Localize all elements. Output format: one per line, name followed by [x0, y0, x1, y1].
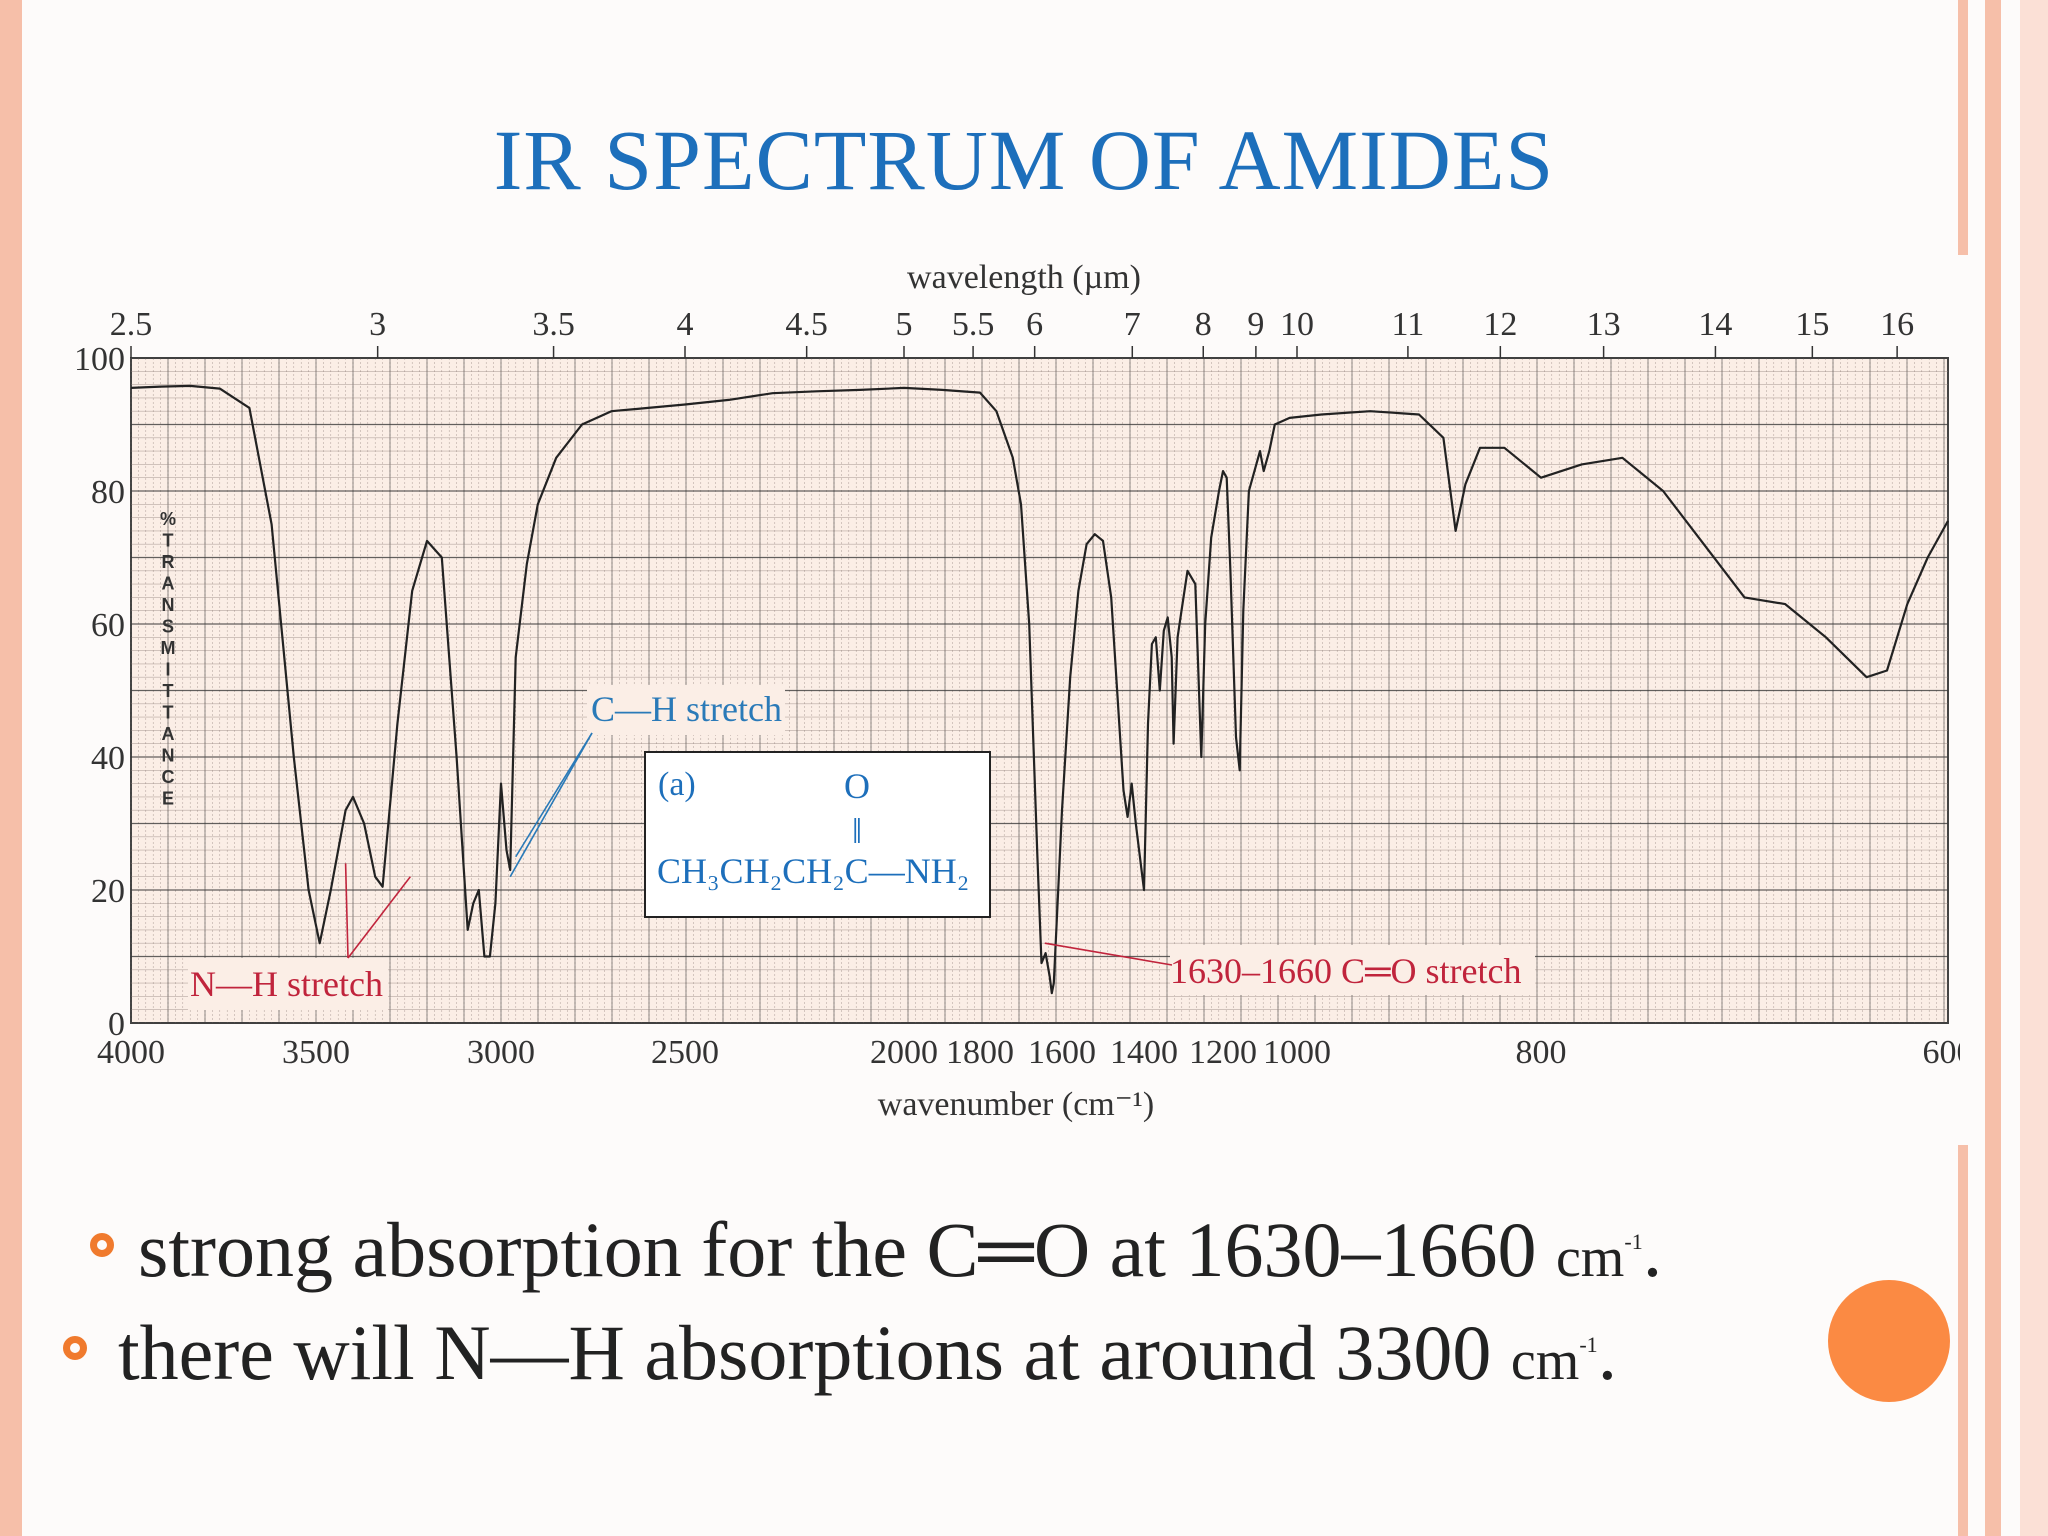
x-tick-label-bottom: 1200 [1189, 1034, 1257, 1071]
y-axis-label-letter: % [160, 509, 176, 529]
bullet-2-text: there will N—H absorptions at around 330… [118, 1309, 1511, 1396]
x-tick-label-bottom: 1000 [1263, 1034, 1331, 1071]
y-axis-label-letter: A [162, 574, 175, 594]
x-tick-label-bottom: 2500 [651, 1034, 719, 1071]
y-axis-label-letter: T [163, 681, 174, 701]
x-tick-label-bottom: 1400 [1110, 1034, 1178, 1071]
x-tick-label-top: 16 [1880, 306, 1914, 343]
formula-inset-box [644, 751, 991, 918]
co-label-bg [1170, 945, 1535, 995]
y-axis-label-letter: C [162, 767, 175, 787]
right-border-stripe-inner-bottom [1958, 1145, 1968, 1536]
bullet-2-end: . [1597, 1309, 1618, 1396]
ch-pointer-line-1 [509, 732, 593, 878]
bullet-2-sup: -1 [1579, 1332, 1598, 1357]
x-tick-label-top: 10 [1280, 306, 1314, 343]
x-tick-label-bottom: 3000 [467, 1034, 535, 1071]
x-tick-label-top: 12 [1483, 306, 1517, 343]
orange-circle-decoration [1828, 1280, 1950, 1402]
y-tick-label: 60 [91, 607, 125, 644]
co-stretch-label: 1630–1660 C═O stretch [1170, 951, 1521, 991]
x-tick-label-bottom: 4000 [97, 1034, 165, 1071]
x-axis-label-top: wavelength (µm) [907, 259, 1141, 296]
bullet-2-unit: cm [1510, 1330, 1580, 1392]
nh-label-bg [188, 958, 388, 1010]
formula-oxygen: O [844, 766, 870, 806]
bullet-1-marker-icon [90, 1233, 114, 1257]
bullet-1-end: . [1642, 1206, 1663, 1293]
slide-title: IR SPECTRUM OF AMIDES [493, 112, 1555, 208]
y-axis-label-letter: N [162, 595, 175, 615]
y-axis-label-letter: T [163, 703, 174, 723]
y-tick-label: 0 [108, 1006, 125, 1043]
nh-pointer-line-2 [347, 876, 411, 959]
right-border-stripe-outer [2020, 0, 2048, 1536]
x-tick-label-bottom: 1800 [946, 1034, 1014, 1071]
x-tick-label-bottom: 3500 [282, 1034, 350, 1071]
nh-pointer-line-1 [344, 863, 349, 959]
x-tick-label-top: 3 [369, 306, 386, 343]
bullet-1-sup: -1 [1624, 1229, 1643, 1254]
y-axis-label-letter: T [163, 531, 174, 551]
bullet-2: there will N—H absorptions at around 330… [63, 1308, 1618, 1398]
y-axis-label-letter: A [162, 724, 175, 744]
x-tick-label-top: 4.5 [785, 306, 828, 343]
formula-inset-label: (a) [658, 766, 696, 803]
y-tick-label: 40 [91, 740, 125, 777]
ch-pointer-line-2 [515, 732, 593, 858]
x-tick-label-bottom: 800 [1516, 1034, 1567, 1071]
x-axis-label-bottom: wavenumber (cm⁻¹) [878, 1086, 1154, 1123]
x-tick-label-top: 3.5 [532, 306, 575, 343]
right-border-stripe-middle [1985, 0, 2001, 1536]
bullet-2-marker-icon [63, 1336, 87, 1360]
x-tick-label-bottom: 600 [1923, 1034, 1961, 1071]
spectrum-curve [130, 384, 1949, 995]
ch-stretch-label: C—H stretch [591, 689, 782, 729]
x-tick-label-top: 5 [896, 306, 913, 343]
left-border-stripe [0, 0, 22, 1536]
x-tick-label-top: 8 [1195, 306, 1212, 343]
x-tick-label-top: 13 [1587, 306, 1621, 343]
y-axis-label-letter: N [162, 746, 175, 766]
bullet-1-unit: cm [1555, 1227, 1625, 1289]
x-tick-label-top: 14 [1698, 306, 1732, 343]
x-tick-label-top: 11 [1392, 306, 1425, 343]
x-tick-label-top: 5.5 [952, 306, 995, 343]
formula-main: CH₃CH₂CH₂C—NH₂ [657, 851, 969, 891]
ch-label-bg [587, 685, 785, 735]
formula-double-bond: ‖ [852, 811, 862, 851]
co-pointer-line [1044, 942, 1173, 966]
x-tick-label-top: 9 [1247, 306, 1264, 343]
nh-stretch-label: N—H stretch [190, 964, 383, 1004]
y-axis-label-letter: M [161, 638, 176, 658]
y-tick-label: 20 [91, 873, 125, 910]
right-border-stripe-inner-top [1958, 0, 1968, 255]
x-tick-label-bottom: 2000 [870, 1034, 938, 1071]
bullet-1: strong absorption for the C═O at 1630–16… [90, 1205, 1663, 1295]
x-tick-label-top: 15 [1795, 306, 1829, 343]
y-axis-label-letter: S [162, 617, 174, 637]
chart-annotations: N—H stretch C—H stretch 1630–1660 C═O stre… [188, 685, 1535, 1010]
y-axis-label-letter: E [162, 789, 174, 809]
y-tick-label: 80 [91, 474, 125, 511]
x-tick-label-top: 7 [1124, 306, 1141, 343]
y-axis-label-letter: R [162, 552, 175, 572]
x-tick-label-top: 4 [677, 306, 694, 343]
y-tick-label: 100 [74, 341, 125, 378]
x-tick-label-top: 2.5 [110, 306, 153, 343]
x-tick-label-top: 6 [1026, 306, 1043, 343]
x-tick-label-bottom: 1600 [1028, 1034, 1096, 1071]
y-axis-label-letter: I [165, 660, 170, 680]
bullet-1-text: strong absorption for the C═O at 1630–16… [138, 1206, 1556, 1293]
